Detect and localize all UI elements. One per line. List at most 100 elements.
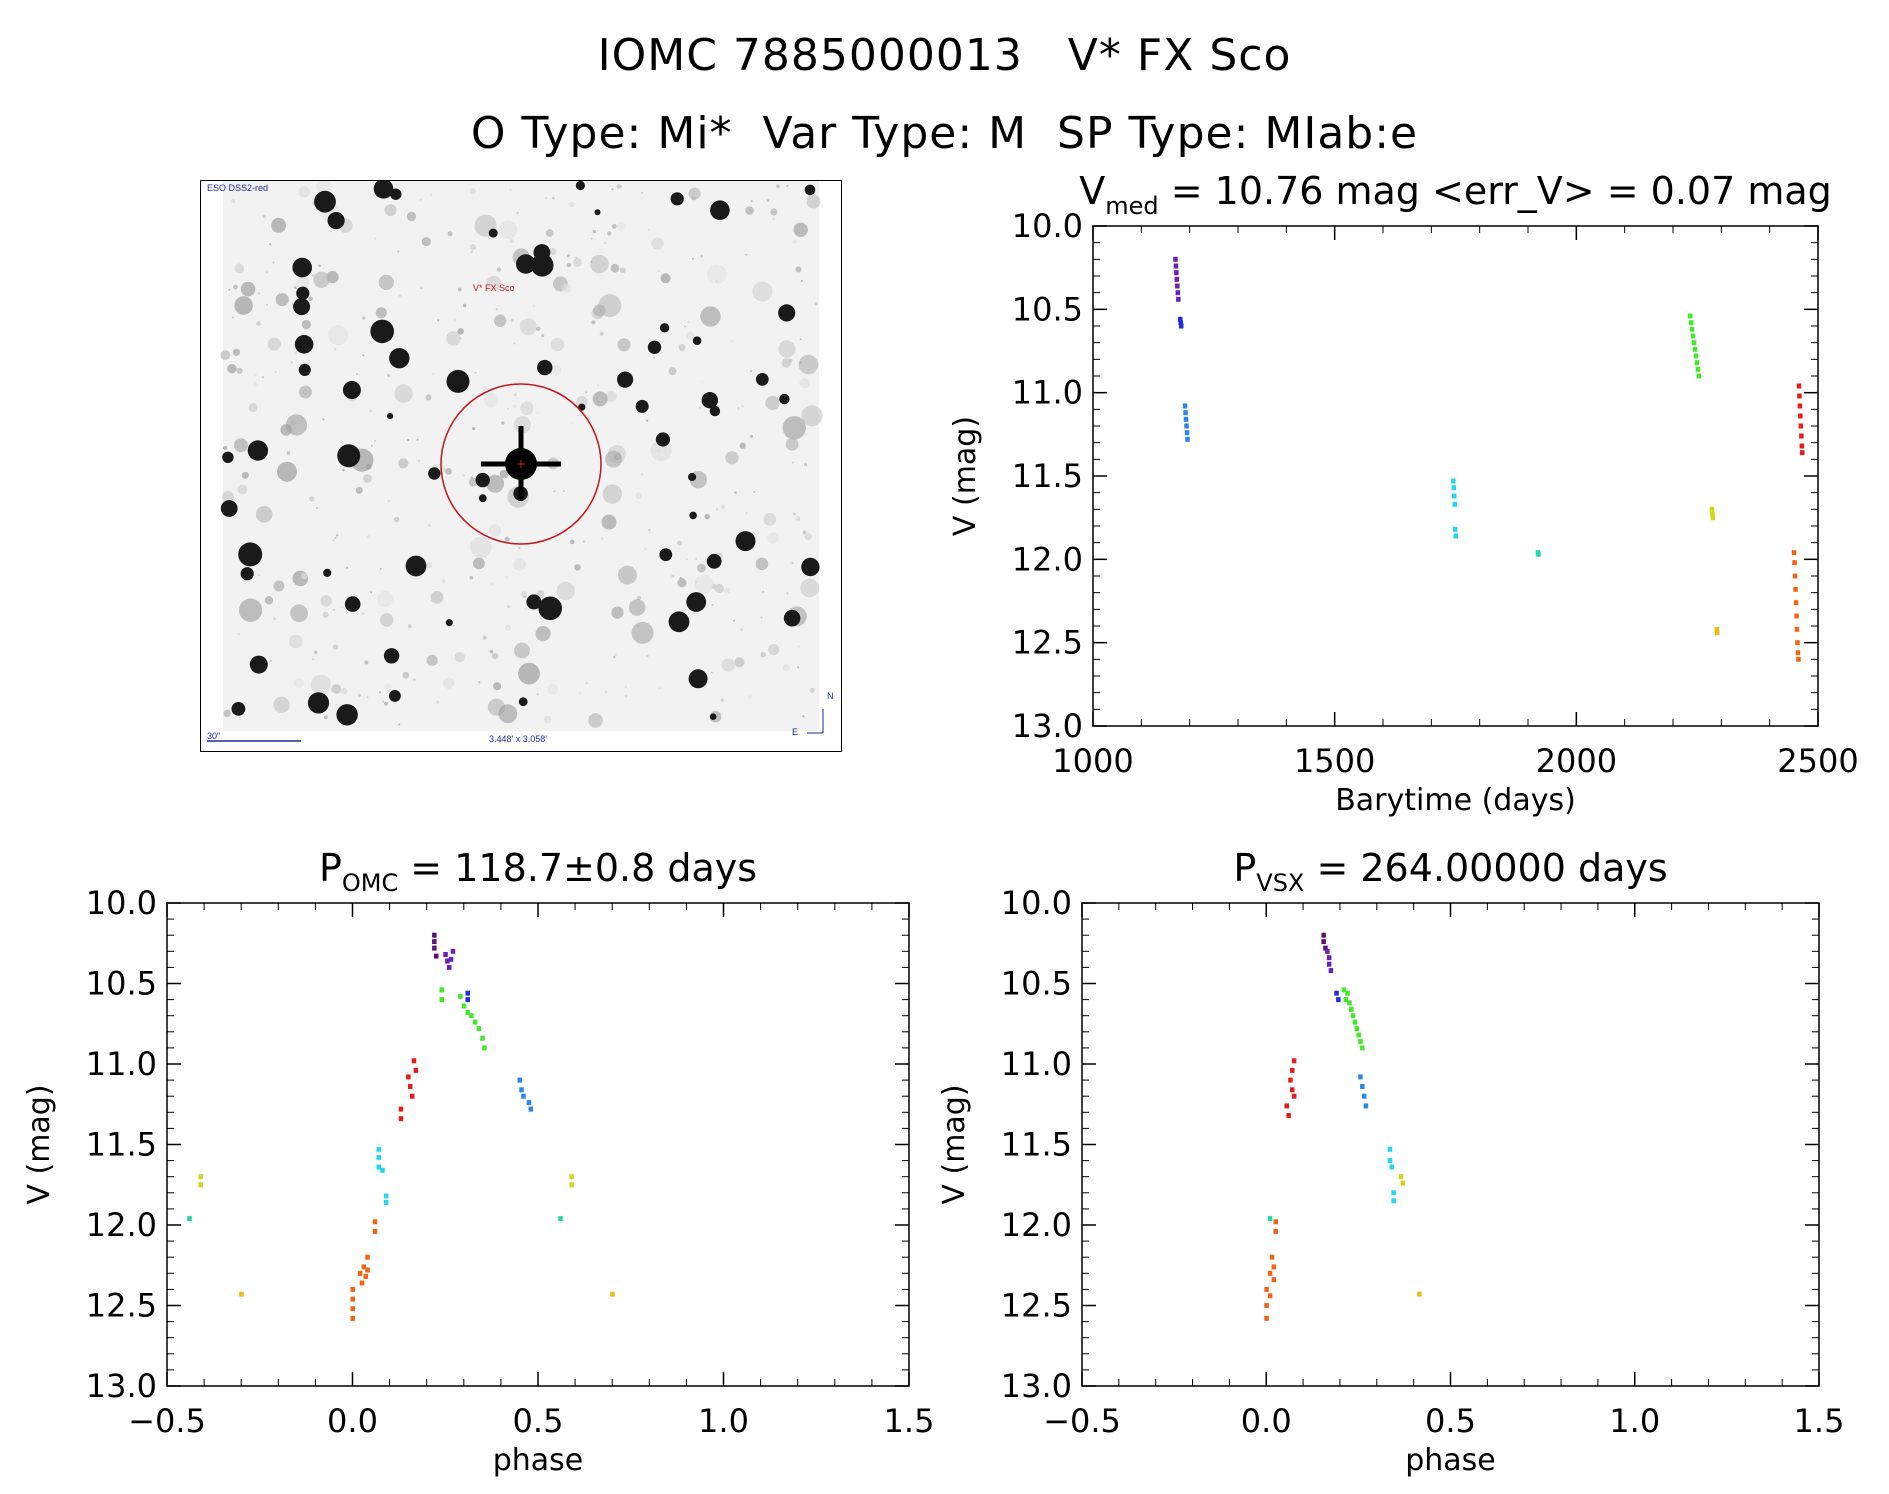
data-point xyxy=(1387,1146,1393,1152)
bright-star xyxy=(446,369,470,393)
faint-star xyxy=(613,655,616,659)
bright-star xyxy=(445,619,453,627)
bright-star xyxy=(314,190,336,213)
chart-phase_vsx: −0.5 0.0 0.5 1.0 1.5 10.0 10.5 11.0 11.5 12.0 12.5… xyxy=(937,846,1844,1478)
bright-star xyxy=(342,381,361,399)
bright-star xyxy=(709,713,717,720)
x-tick-label: 1500 xyxy=(1294,742,1375,780)
faint-star xyxy=(316,507,318,509)
data-point xyxy=(1291,1093,1297,1099)
data-point xyxy=(1360,1084,1365,1089)
bright-star xyxy=(686,592,707,612)
object-title: IOMC 7885000013 V* FX Sco xyxy=(597,30,1292,81)
faint-star xyxy=(741,405,744,408)
faint-star xyxy=(699,406,702,409)
y-tick-label: 11.5 xyxy=(86,1126,157,1164)
faint-star xyxy=(752,281,773,302)
faint-star xyxy=(802,715,805,718)
data-point xyxy=(465,990,470,996)
bright-star xyxy=(323,568,332,577)
faint-star xyxy=(631,621,654,644)
faint-star xyxy=(645,419,649,422)
faint-star xyxy=(362,354,365,357)
data-point xyxy=(1363,1103,1369,1109)
y-tick-label: 12.5 xyxy=(86,1287,157,1325)
y-tick-label: 11.0 xyxy=(86,1045,157,1083)
faint-star xyxy=(364,660,369,665)
faint-star xyxy=(590,261,593,263)
sky-image-panel: ESO DSS2-red V* FX Sco 30" 3.448' x 3.05… xyxy=(200,180,842,752)
bright-star xyxy=(688,472,697,482)
bright-star xyxy=(249,655,268,674)
data-point xyxy=(1349,1006,1354,1012)
faint-star xyxy=(416,438,419,441)
faint-star xyxy=(604,691,607,694)
faint-star xyxy=(617,221,626,231)
faint-star xyxy=(569,539,575,545)
data-point xyxy=(1799,443,1805,449)
target-marker xyxy=(517,460,525,468)
faint-star xyxy=(653,356,656,359)
faint-star xyxy=(739,442,746,449)
faint-star xyxy=(695,557,698,560)
faint-star xyxy=(782,664,790,672)
data-point xyxy=(1178,320,1183,326)
data-point xyxy=(411,1058,417,1064)
data-point xyxy=(187,1216,192,1222)
data-point xyxy=(1273,1219,1278,1225)
object-label: V* FX Sco xyxy=(473,283,515,293)
x-tick-label: 1.0 xyxy=(698,1402,749,1440)
faint-star xyxy=(651,237,664,250)
data-point xyxy=(480,1035,485,1041)
faint-star xyxy=(342,468,345,472)
x-tick-label: 0.0 xyxy=(1241,1402,1292,1440)
data-point xyxy=(610,1291,615,1297)
x-axis-label: phase xyxy=(493,1443,584,1478)
data-point xyxy=(458,993,463,999)
faint-star xyxy=(227,364,237,374)
data-point xyxy=(1798,423,1804,429)
bright-star xyxy=(692,336,702,345)
faint-star xyxy=(733,619,735,622)
bright-star xyxy=(478,494,487,503)
data-point xyxy=(447,964,452,970)
faint-star xyxy=(454,652,465,663)
faint-star xyxy=(362,316,366,320)
data-point xyxy=(1688,320,1694,326)
faint-star xyxy=(736,407,741,411)
y-tick-label: 13.0 xyxy=(1001,1367,1072,1405)
faint-star xyxy=(426,654,438,666)
faint-star xyxy=(647,228,650,231)
faint-star xyxy=(457,328,464,335)
faint-star xyxy=(684,325,687,328)
data-point xyxy=(1451,478,1456,484)
faint-star xyxy=(524,607,527,610)
data-point xyxy=(365,1254,370,1260)
data-point xyxy=(1267,1270,1273,1276)
data-point xyxy=(1391,1190,1396,1196)
faint-star xyxy=(801,405,823,427)
data-point xyxy=(432,945,437,951)
faint-star xyxy=(671,574,675,578)
series-orange xyxy=(1791,550,1801,662)
compass-arrows xyxy=(807,709,824,734)
faint-star xyxy=(312,658,315,661)
data-point xyxy=(350,1286,355,1292)
faint-star xyxy=(472,427,476,431)
faint-star xyxy=(234,263,245,274)
faint-star xyxy=(232,348,240,356)
faint-star xyxy=(772,218,775,220)
faint-star xyxy=(384,683,392,692)
faint-star xyxy=(614,453,622,461)
faint-star xyxy=(286,451,291,455)
series-yellow xyxy=(1709,506,1716,521)
bright-star xyxy=(668,611,690,633)
series-orange_yellow xyxy=(1714,626,1720,636)
data-point xyxy=(434,953,439,959)
faint-star xyxy=(366,535,371,539)
faint-star xyxy=(545,197,548,200)
series-yellow xyxy=(198,1174,574,1188)
bright-star xyxy=(390,188,402,200)
faint-star xyxy=(617,565,637,585)
data-point xyxy=(1692,346,1698,352)
